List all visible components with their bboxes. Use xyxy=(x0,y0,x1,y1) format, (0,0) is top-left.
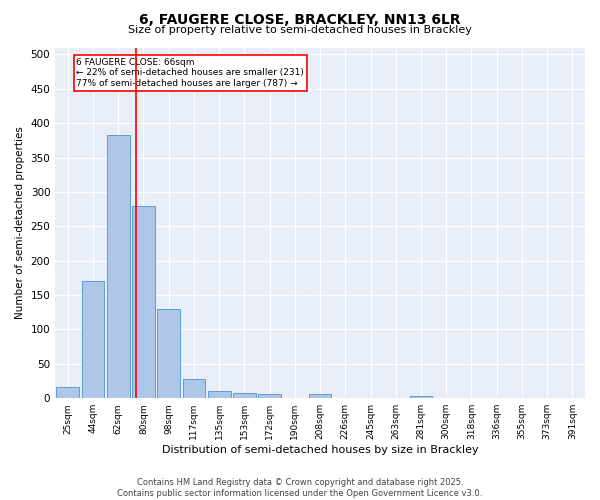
Bar xyxy=(157,309,180,398)
Bar xyxy=(410,396,433,398)
Bar xyxy=(208,392,230,398)
Bar xyxy=(107,135,130,398)
Text: 6 FAUGERE CLOSE: 66sqm
← 22% of semi-detached houses are smaller (231)
77% of se: 6 FAUGERE CLOSE: 66sqm ← 22% of semi-det… xyxy=(76,58,304,88)
Text: Size of property relative to semi-detached houses in Brackley: Size of property relative to semi-detach… xyxy=(128,25,472,35)
X-axis label: Distribution of semi-detached houses by size in Brackley: Distribution of semi-detached houses by … xyxy=(162,445,478,455)
Text: Contains HM Land Registry data © Crown copyright and database right 2025.
Contai: Contains HM Land Registry data © Crown c… xyxy=(118,478,482,498)
Bar xyxy=(258,394,281,398)
Bar xyxy=(56,387,79,398)
Y-axis label: Number of semi-detached properties: Number of semi-detached properties xyxy=(15,126,25,320)
Bar xyxy=(182,379,205,398)
Bar xyxy=(309,394,331,398)
Bar xyxy=(233,392,256,398)
Bar xyxy=(82,282,104,398)
Bar xyxy=(132,206,155,398)
Text: 6, FAUGERE CLOSE, BRACKLEY, NN13 6LR: 6, FAUGERE CLOSE, BRACKLEY, NN13 6LR xyxy=(139,12,461,26)
